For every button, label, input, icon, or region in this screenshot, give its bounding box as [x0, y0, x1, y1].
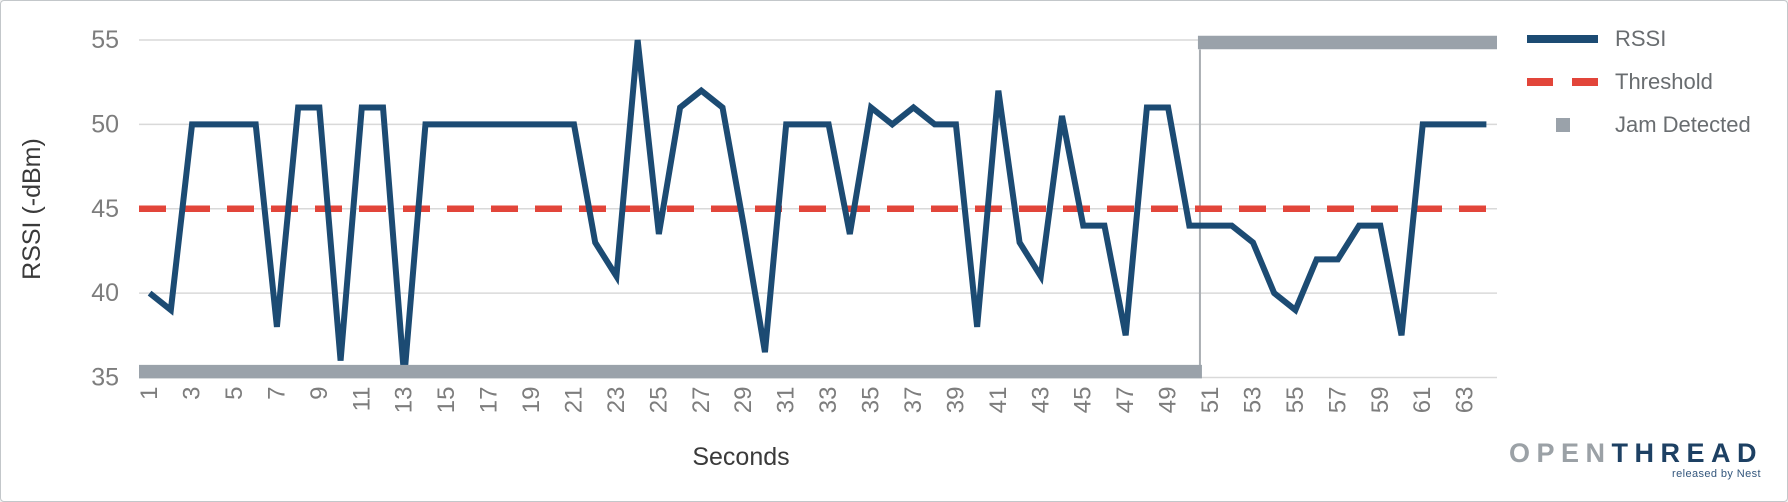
legend-item-threshold: Threshold	[1527, 69, 1751, 94]
x-tick-label: 5	[221, 387, 248, 400]
legend-label-jam-detected: Jam Detected	[1615, 112, 1751, 137]
legend-item-rssi: RSSI	[1527, 26, 1751, 51]
legend-label-rssi: RSSI	[1615, 26, 1667, 51]
x-tick-label: 27	[688, 387, 715, 414]
x-tick-label: 25	[645, 387, 672, 414]
rssi-line	[147, 39, 1487, 378]
y-tick-label: 35	[91, 364, 119, 392]
x-tick-label: 35	[858, 387, 885, 414]
openthread-branding: OPENTHREAD released by Nest	[1509, 439, 1763, 481]
x-axis-tick-labels: 1 3 5 7 9 11 13 15 17 19 21 23 25 27 29 31 33 35 37 39 41 43 4…	[136, 387, 1479, 414]
x-tick-label: 13	[391, 387, 418, 414]
x-tick-label: 49	[1155, 387, 1182, 414]
chart-legend: RSSI Threshold Jam Detected	[1527, 26, 1751, 157]
legend-label-threshold: Threshold	[1615, 69, 1713, 94]
logo-open-text: OPEN	[1508, 438, 1612, 468]
x-tick-label: 1	[136, 387, 163, 400]
x-tick-label: 53	[1239, 387, 1266, 414]
x-tick-label: 29	[730, 387, 757, 414]
x-tick-label: 45	[1070, 387, 1097, 414]
y-tick-label: 40	[91, 279, 119, 307]
x-tick-label: 21	[560, 387, 587, 414]
x-tick-label: 11	[348, 387, 375, 412]
openthread-logo: OPENTHREAD	[1509, 439, 1763, 467]
y-tick-label: 50	[91, 110, 119, 138]
x-tick-label: 37	[900, 387, 927, 414]
jam-square-swatch	[1527, 118, 1598, 132]
x-tick-label: 39	[942, 387, 969, 414]
x-tick-label: 51	[1197, 387, 1224, 414]
x-tick-label: 19	[518, 387, 545, 414]
logo-tagline: released by Nest	[1672, 468, 1761, 481]
x-tick-label: 59	[1367, 387, 1394, 414]
x-tick-label: 63	[1452, 387, 1479, 414]
x-tick-label: 57	[1324, 387, 1351, 414]
x-tick-label: 33	[815, 387, 842, 414]
y-axis-title: RSSI (-dBm)	[18, 138, 46, 280]
x-tick-label: 9	[306, 387, 333, 400]
x-tick-label: 15	[433, 387, 460, 414]
x-tick-label: 3	[179, 387, 206, 400]
x-tick-label: 61	[1409, 387, 1436, 414]
y-tick-label: 45	[91, 195, 119, 223]
x-tick-label: 31	[773, 387, 800, 414]
x-tick-label: 7	[263, 387, 290, 400]
x-tick-label: 47	[1112, 387, 1139, 414]
y-tick-label: 55	[91, 26, 119, 54]
y-axis-tick-labels: 55 50 45 40 35	[91, 26, 119, 392]
x-tick-label: 23	[603, 387, 630, 414]
legend-item-jam-detected: Jam Detected	[1527, 112, 1751, 137]
x-axis-title: Seconds	[692, 443, 790, 471]
logo-thread-text: THREAD	[1611, 438, 1763, 468]
x-tick-label: 43	[1027, 387, 1054, 414]
x-tick-label: 55	[1282, 387, 1309, 414]
x-tick-label: 41	[985, 387, 1012, 414]
rssi-line-swatch	[1527, 35, 1598, 43]
threshold-dash-swatch	[1527, 78, 1598, 86]
x-tick-label: 17	[476, 387, 503, 414]
